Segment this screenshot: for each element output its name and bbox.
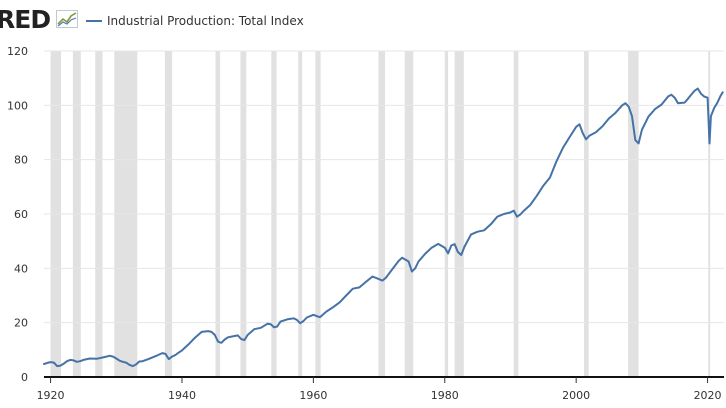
series-layer [43,87,724,368]
chart-line-icon [56,10,78,28]
series-line [43,87,724,368]
y-tick-label: 60 [14,208,28,221]
legend-swatch [86,20,102,22]
x-tick-label: 1920 [37,389,65,402]
y-tick-label: 40 [14,262,28,275]
x-tick-label: 2000 [562,389,590,402]
y-tick-label: 120 [7,45,28,58]
chart-header: RED Industrial Production: Total Index [0,0,726,40]
y-tick-label: 0 [21,371,28,384]
fred-logo[interactable]: RED [0,5,51,34]
y-tick-label: 100 [7,99,28,112]
y-tick-label: 20 [14,317,28,330]
x-tick-label: 1940 [168,389,196,402]
legend-label: Industrial Production: Total Index [107,14,304,28]
x-tick-label: 1960 [299,389,327,402]
x-axis-ticks: 1920 1940 1960 1980 2000 2020 [37,376,724,402]
gridlines [44,50,724,324]
y-tick-label: 80 [14,154,28,167]
chart-legend: Industrial Production: Total Index [86,12,304,30]
y-axis-ticks: 0 20 40 60 80 100 120 [7,45,28,384]
x-tick-label: 1980 [431,389,459,402]
x-tick-label: 2020 [694,389,722,402]
